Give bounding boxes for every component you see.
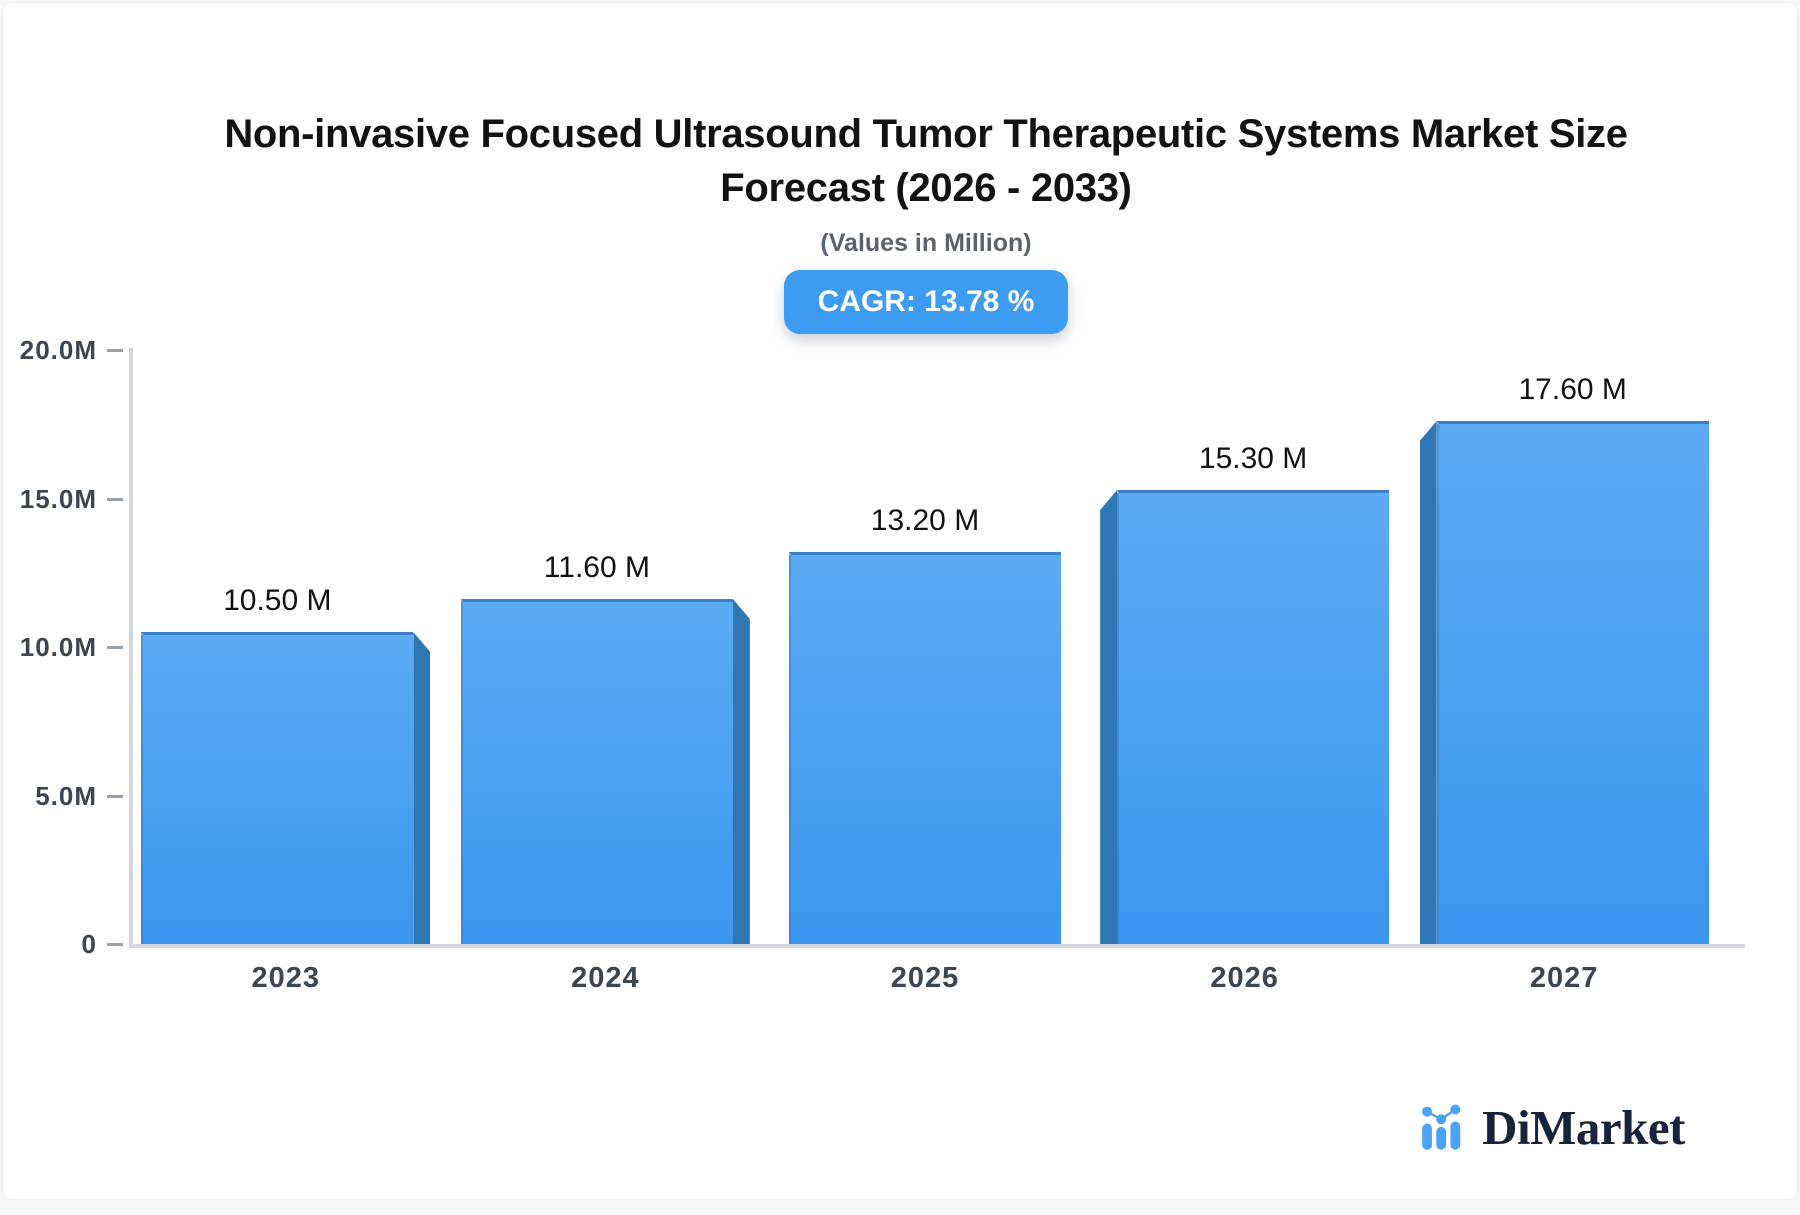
y-axis-label: 15.0M <box>19 483 97 514</box>
bar-value-label: 13.20 M <box>870 504 980 537</box>
x-axis-line <box>129 944 1745 948</box>
y-axis-tick <box>107 349 123 352</box>
x-axis-label: 2024 <box>571 962 640 994</box>
x-axis-label: 2023 <box>251 962 321 994</box>
bar-3d-side <box>1100 490 1118 944</box>
x-axis-label: 2025 <box>890 962 960 994</box>
chart-title-line1: Non-invasive Focused Ultrasound Tumor Th… <box>224 112 1628 156</box>
y-axis-tick <box>107 646 123 649</box>
bar-value-label: 11.60 M <box>543 551 650 584</box>
bar-value-label: 15.30 M <box>1198 442 1308 475</box>
bar <box>1436 421 1709 944</box>
x-axis-label: 2027 <box>1529 962 1599 994</box>
bar-chart-plot-area: 20.0M 15.0M 10.0M 5.0M 0 10.50 M 2023 11.60 M 20… <box>3 3 1800 1215</box>
bar <box>1117 490 1390 944</box>
bar <box>789 552 1061 944</box>
y-axis-label: 20.0M <box>19 335 97 365</box>
chart-title-line2: Forecast (2026 - 2033) <box>720 166 1132 210</box>
y-axis-tick <box>107 794 123 798</box>
y-axis-tick <box>107 497 123 501</box>
bar-3d-side <box>732 599 750 944</box>
brand-name: DiMarket <box>1482 1100 1685 1155</box>
y-axis-line <box>129 348 133 948</box>
bar-3d-side <box>1419 421 1437 944</box>
chart-header: Non-invasive Focused Ultrasound Tumor Th… <box>55 107 1797 334</box>
y-axis-tick <box>107 943 123 946</box>
bar <box>141 632 414 944</box>
chart-subtitle: (Values in Million) <box>820 229 1032 257</box>
x-axis-label: 2026 <box>1210 962 1279 994</box>
y-axis-label: 0 <box>81 929 97 959</box>
bar <box>460 599 733 944</box>
dimarket-logo: DiMarket <box>1420 1099 1685 1156</box>
bar-value-label: 17.60 M <box>1518 373 1627 406</box>
dimarket-logo-icon <box>1422 1104 1461 1150</box>
y-axis-label: 5.0M <box>35 780 97 811</box>
y-axis-label: 10.0M <box>19 632 97 662</box>
cagr-badge: CAGR: 13.78 % <box>783 270 1069 334</box>
bar-3d-side <box>413 632 431 944</box>
bar-value-label: 10.50 M <box>223 584 332 617</box>
